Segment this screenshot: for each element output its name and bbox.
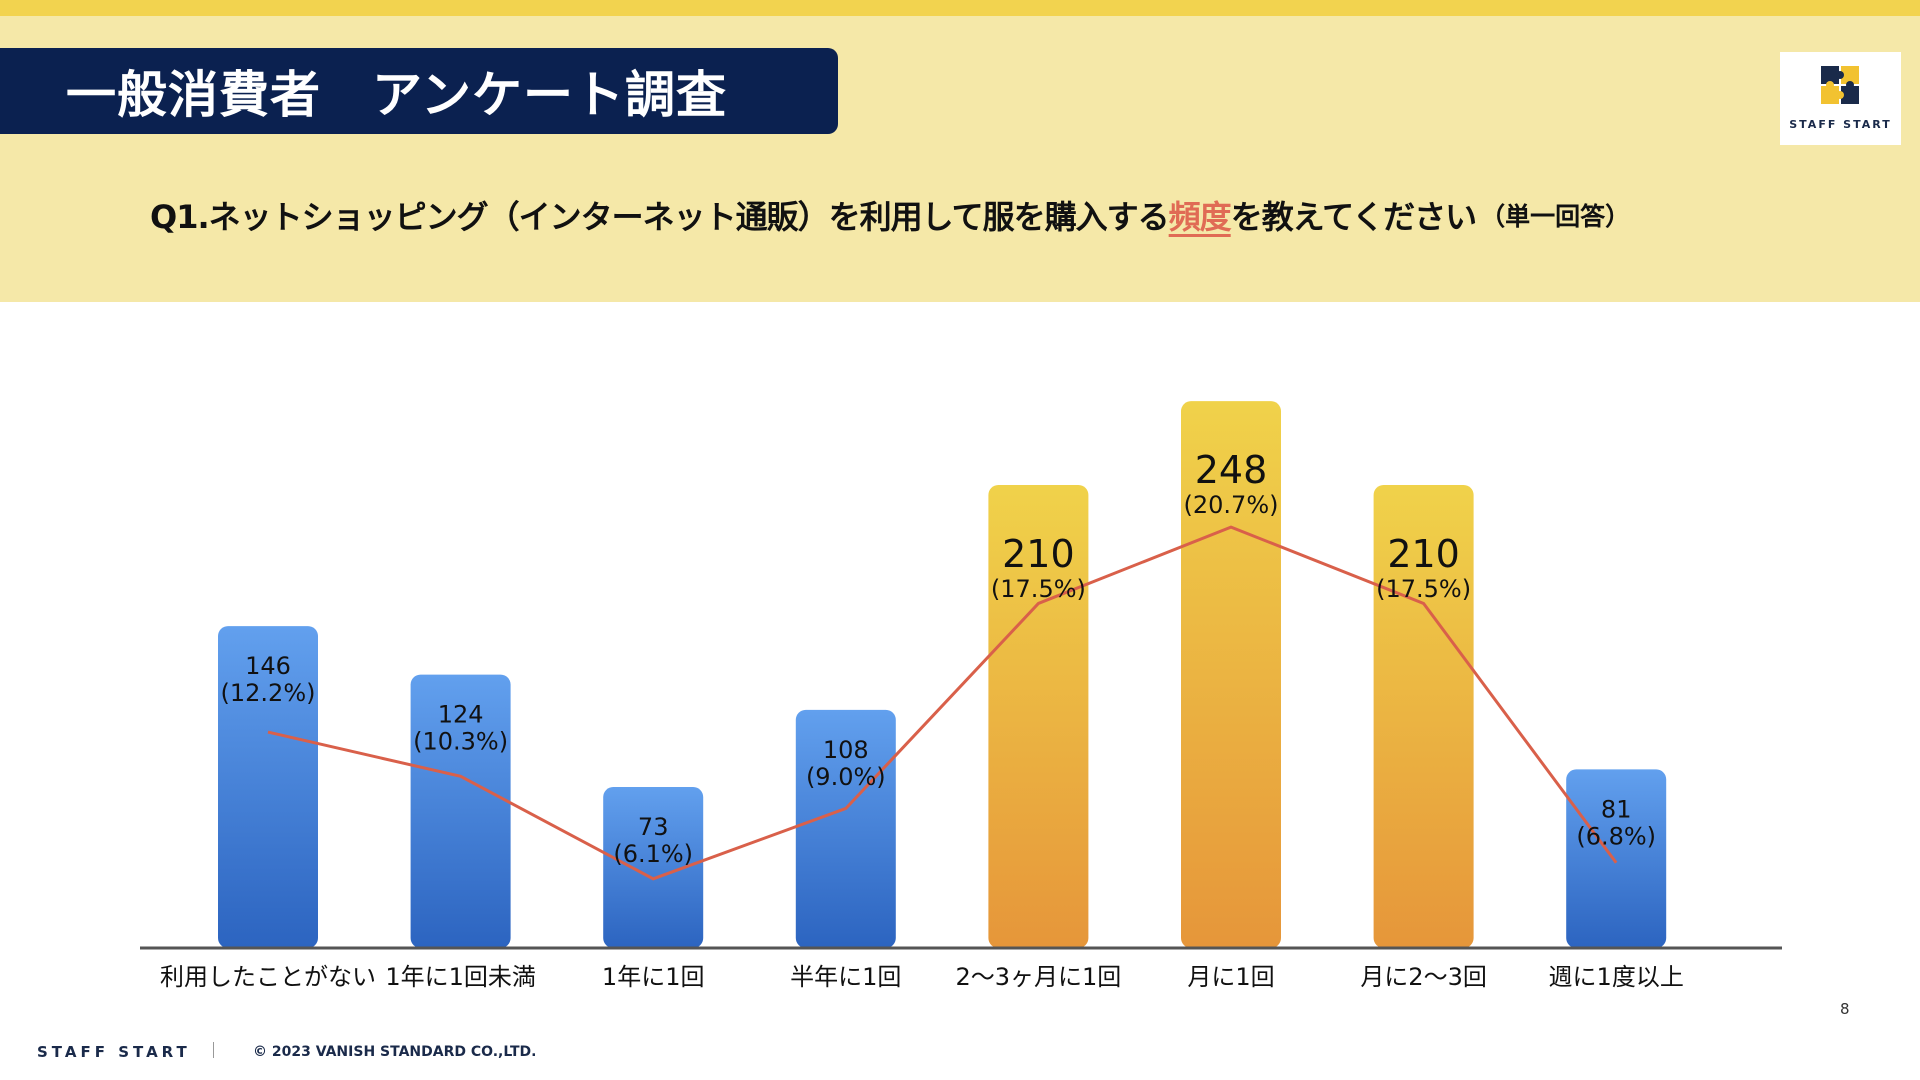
data-label-value: 81	[1601, 795, 1632, 823]
title-banner: 一般消費者 アンケート調査	[0, 48, 838, 134]
question-highlight: 頻度	[1168, 198, 1232, 236]
footer-copyright: © 2023 VANISH STANDARD CO.,LTD.	[253, 1044, 537, 1060]
question-note: （単一回答）	[1480, 202, 1631, 231]
brand-logo: STAFF START	[1780, 52, 1901, 145]
category-label: 1年に1回	[602, 963, 705, 991]
category-label: 1年に1回未満	[385, 963, 536, 991]
bar-2	[410, 674, 511, 948]
data-label-percent: (9.0%)	[806, 763, 886, 791]
footer-brand: STAFF START	[37, 1043, 191, 1061]
category-label: 2〜3ヶ月に1回	[955, 963, 1121, 991]
data-label-value: 210	[1387, 532, 1460, 576]
data-label-value: 124	[438, 701, 484, 729]
category-label: 月に2〜3回	[1360, 963, 1487, 991]
page-number: 8	[1840, 1000, 1850, 1018]
data-label-percent: (17.5%)	[991, 575, 1086, 603]
data-label-percent: (6.8%)	[1576, 822, 1656, 850]
bar-4	[795, 709, 896, 948]
top-accent-stripe	[0, 0, 1920, 16]
footer-divider	[213, 1042, 214, 1058]
bar-8	[1566, 769, 1667, 948]
category-label: 半年に1回	[790, 963, 901, 991]
data-label-percent: (6.1%)	[613, 840, 693, 868]
data-label-percent: (17.5%)	[1376, 575, 1471, 603]
page-title: 一般消費者 アンケート調査	[66, 66, 727, 124]
category-label: 利用したことがない	[160, 963, 376, 991]
trend-line	[267, 525, 1618, 881]
data-label-value: 210	[1002, 532, 1075, 576]
question-text-end: を教えてください	[1230, 198, 1477, 236]
category-label: 月に1回	[1187, 963, 1274, 991]
data-label-percent: (12.2%)	[221, 679, 316, 707]
category-label: 週に1度以上	[1549, 963, 1684, 991]
bar-3	[603, 787, 704, 948]
bar-5	[988, 484, 1089, 948]
survey-question: Q1.ネットショッピング（インターネット通販）を利用して服を購入する 頻度 を教えて…	[150, 190, 1810, 240]
logo-text: STAFF START	[1789, 118, 1892, 131]
data-label-percent: (10.3%)	[413, 728, 508, 756]
data-label-value: 248	[1195, 448, 1268, 492]
question-text: Q1.ネットショッピング（インターネット通販）を利用して服を購入する	[150, 198, 1170, 236]
bar-7	[1373, 484, 1474, 948]
data-label-percent: (20.7%)	[1184, 491, 1279, 519]
data-label-value: 146	[245, 652, 291, 680]
puzzle-logo-icon	[1820, 66, 1859, 104]
data-label-value: 73	[638, 813, 669, 841]
data-label-value: 108	[823, 736, 869, 764]
bar-1	[218, 626, 318, 948]
